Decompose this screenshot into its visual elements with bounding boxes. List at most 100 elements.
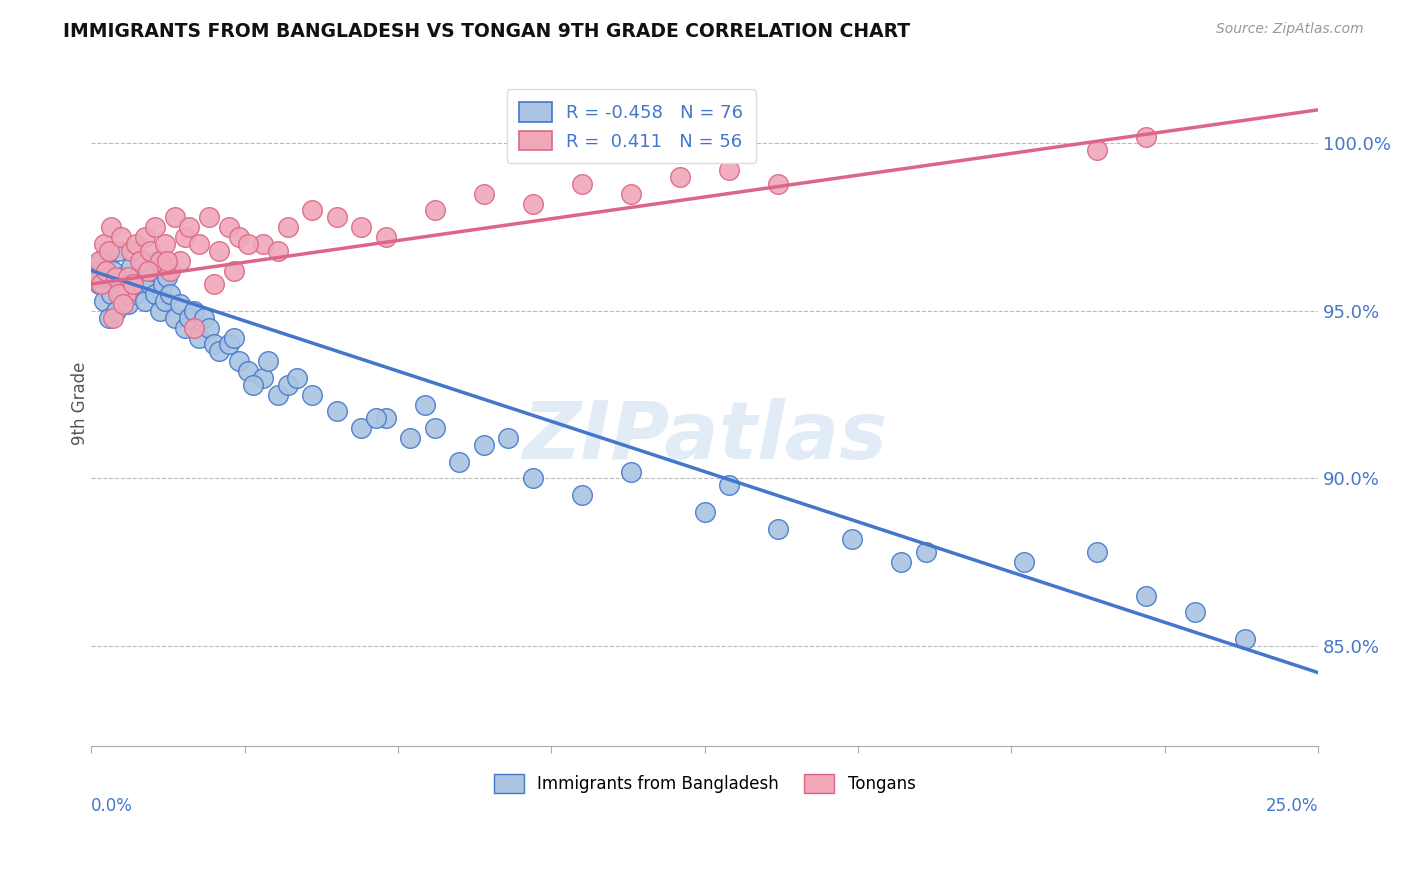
Point — [364, 411, 387, 425]
Point — [522, 471, 544, 485]
Y-axis label: 9th Grade: 9th Grade — [72, 361, 89, 444]
Point — [413, 398, 436, 412]
Point — [718, 478, 741, 492]
Point — [1085, 143, 1108, 157]
Point — [183, 303, 205, 318]
Point — [146, 253, 169, 268]
Point — [100, 287, 122, 301]
Point — [1135, 589, 1157, 603]
Point — [1233, 632, 1256, 646]
Point — [143, 287, 166, 301]
Text: IMMIGRANTS FROM BANGLADESH VS TONGAN 9TH GRADE CORRELATION CHART: IMMIGRANTS FROM BANGLADESH VS TONGAN 9TH… — [63, 22, 911, 41]
Point — [238, 236, 260, 251]
Point — [87, 277, 110, 291]
Point — [222, 331, 245, 345]
Point — [122, 277, 145, 291]
Point — [149, 253, 172, 268]
Point — [188, 236, 211, 251]
Point — [218, 337, 240, 351]
Point — [129, 253, 152, 268]
Point — [472, 186, 495, 201]
Point — [103, 310, 125, 325]
Legend: Immigrants from Bangladesh, Tongans: Immigrants from Bangladesh, Tongans — [488, 768, 922, 800]
Point — [198, 320, 221, 334]
Point — [252, 371, 274, 385]
Point — [100, 220, 122, 235]
Point — [103, 263, 125, 277]
Point — [669, 169, 692, 184]
Point — [198, 210, 221, 224]
Point — [399, 431, 422, 445]
Point — [139, 277, 162, 291]
Point — [97, 310, 120, 325]
Point — [218, 220, 240, 235]
Point — [104, 270, 127, 285]
Point — [169, 297, 191, 311]
Point — [222, 263, 245, 277]
Point — [136, 270, 159, 285]
Point — [522, 196, 544, 211]
Point — [202, 337, 225, 351]
Point — [120, 260, 142, 275]
Point — [90, 253, 112, 268]
Point — [257, 354, 280, 368]
Point — [107, 244, 129, 258]
Point — [173, 230, 195, 244]
Point — [423, 421, 446, 435]
Point — [93, 236, 115, 251]
Point — [153, 293, 176, 308]
Point — [208, 344, 231, 359]
Point — [1012, 555, 1035, 569]
Point — [87, 253, 110, 268]
Text: 0.0%: 0.0% — [91, 797, 134, 814]
Point — [117, 270, 139, 285]
Point — [571, 177, 593, 191]
Point — [472, 438, 495, 452]
Point — [107, 287, 129, 301]
Point — [841, 532, 863, 546]
Point — [301, 387, 323, 401]
Point — [97, 244, 120, 258]
Text: Source: ZipAtlas.com: Source: ZipAtlas.com — [1216, 22, 1364, 37]
Point — [890, 555, 912, 569]
Point — [114, 287, 136, 301]
Point — [93, 293, 115, 308]
Point — [152, 277, 174, 291]
Point — [374, 230, 396, 244]
Point — [134, 293, 156, 308]
Point — [1135, 129, 1157, 144]
Point — [252, 236, 274, 251]
Point — [117, 297, 139, 311]
Point — [325, 210, 347, 224]
Point — [1085, 545, 1108, 559]
Point — [114, 277, 136, 291]
Point — [208, 244, 231, 258]
Point — [693, 505, 716, 519]
Point — [129, 277, 152, 291]
Point — [277, 220, 299, 235]
Point — [159, 263, 181, 277]
Point — [173, 320, 195, 334]
Point — [156, 270, 179, 285]
Point — [156, 253, 179, 268]
Text: 25.0%: 25.0% — [1265, 797, 1319, 814]
Point — [449, 454, 471, 468]
Point — [768, 177, 790, 191]
Point — [238, 364, 260, 378]
Point — [134, 230, 156, 244]
Point — [139, 244, 162, 258]
Point — [914, 545, 936, 559]
Point — [188, 331, 211, 345]
Point — [132, 253, 155, 268]
Point — [620, 465, 643, 479]
Point — [325, 404, 347, 418]
Point — [242, 377, 264, 392]
Point — [104, 303, 127, 318]
Point — [498, 431, 520, 445]
Point — [350, 220, 373, 235]
Point — [127, 270, 149, 285]
Point — [571, 488, 593, 502]
Point — [143, 220, 166, 235]
Point — [142, 263, 165, 277]
Point — [228, 354, 250, 368]
